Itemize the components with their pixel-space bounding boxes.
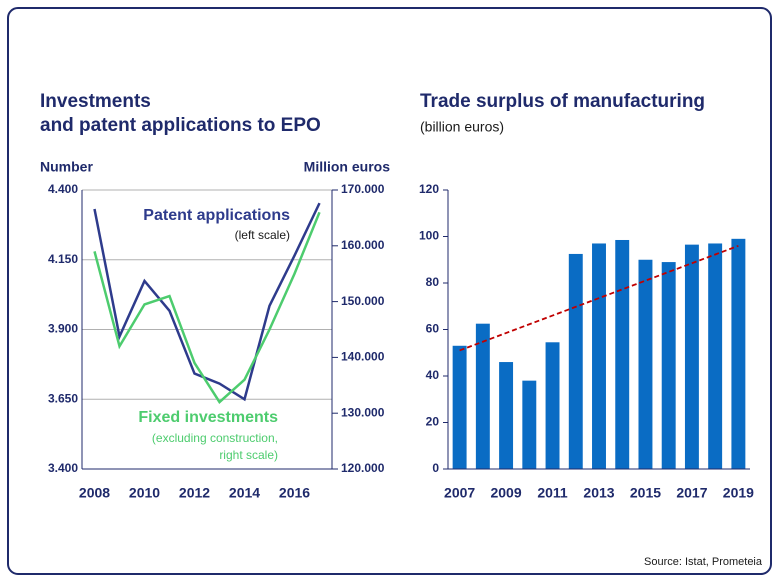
y2-tick-label: 120.000 xyxy=(341,461,385,475)
annotation: (excluding construction, xyxy=(152,431,278,445)
x-tick-label: 2017 xyxy=(676,485,707,501)
x-tick-label: 2013 xyxy=(583,485,614,501)
y-tick-label: 120 xyxy=(419,182,439,196)
x-tick-label: 2015 xyxy=(630,485,661,501)
y-tick-label: 100 xyxy=(419,229,439,243)
bar xyxy=(731,238,746,469)
x-tick-label: 2008 xyxy=(79,485,110,501)
x-tick-label: 2016 xyxy=(279,485,310,501)
y-tick-label: 3.650 xyxy=(48,391,78,405)
frame xyxy=(7,7,772,575)
bar xyxy=(545,342,560,469)
annotation: Fixed investments xyxy=(138,409,278,426)
chart-subtitle: (billion euros) xyxy=(420,119,504,135)
y2-axis-label: Million euros xyxy=(304,159,391,175)
x-tick-label: 2011 xyxy=(537,485,568,501)
series-line xyxy=(93,202,321,402)
bar xyxy=(568,253,583,469)
bar xyxy=(475,323,490,469)
y-tick-label: 3.400 xyxy=(48,461,78,475)
bar xyxy=(452,345,467,469)
annotation: (left scale) xyxy=(235,228,290,242)
chart-title: Trade surplus of manufacturing xyxy=(420,91,705,112)
x-tick-label: 2014 xyxy=(229,485,260,501)
y-tick-label: 3.900 xyxy=(48,322,78,336)
bar xyxy=(615,239,630,469)
chart-title: Investments xyxy=(40,91,151,112)
y-tick-label: 4.400 xyxy=(48,182,78,196)
y-tick-label: 60 xyxy=(426,322,440,336)
series-line xyxy=(93,211,321,404)
annotation: right scale) xyxy=(219,448,278,462)
y2-tick-label: 140.000 xyxy=(341,350,385,364)
y-tick-label: 80 xyxy=(426,275,440,289)
y-tick-label: 40 xyxy=(426,368,440,382)
x-tick-label: 2012 xyxy=(179,485,210,501)
y-axis-label: Number xyxy=(40,159,93,175)
y2-tick-label: 170.000 xyxy=(341,182,385,196)
y-tick-label: 0 xyxy=(432,461,439,475)
x-tick-label: 2010 xyxy=(129,485,160,501)
annotation: Patent applications xyxy=(143,207,290,224)
y-tick-label: 4.150 xyxy=(48,252,78,266)
trend-line xyxy=(459,244,739,352)
bar xyxy=(638,259,653,469)
bar xyxy=(708,243,723,469)
bar xyxy=(661,262,676,469)
bar xyxy=(522,380,537,469)
bar xyxy=(684,244,699,469)
y-tick-label: 20 xyxy=(426,415,440,429)
source: Source: Istat, Prometeia xyxy=(644,556,763,568)
x-tick-label: 2009 xyxy=(490,485,521,501)
x-tick-label: 2007 xyxy=(444,485,475,501)
bar xyxy=(592,243,606,469)
y2-tick-label: 150.000 xyxy=(341,294,385,308)
bar xyxy=(499,362,514,469)
chart-title: and patent applications to EPO xyxy=(40,115,321,136)
y2-tick-label: 130.000 xyxy=(341,405,385,419)
y2-tick-label: 160.000 xyxy=(341,238,385,252)
x-tick-label: 2019 xyxy=(723,485,754,501)
